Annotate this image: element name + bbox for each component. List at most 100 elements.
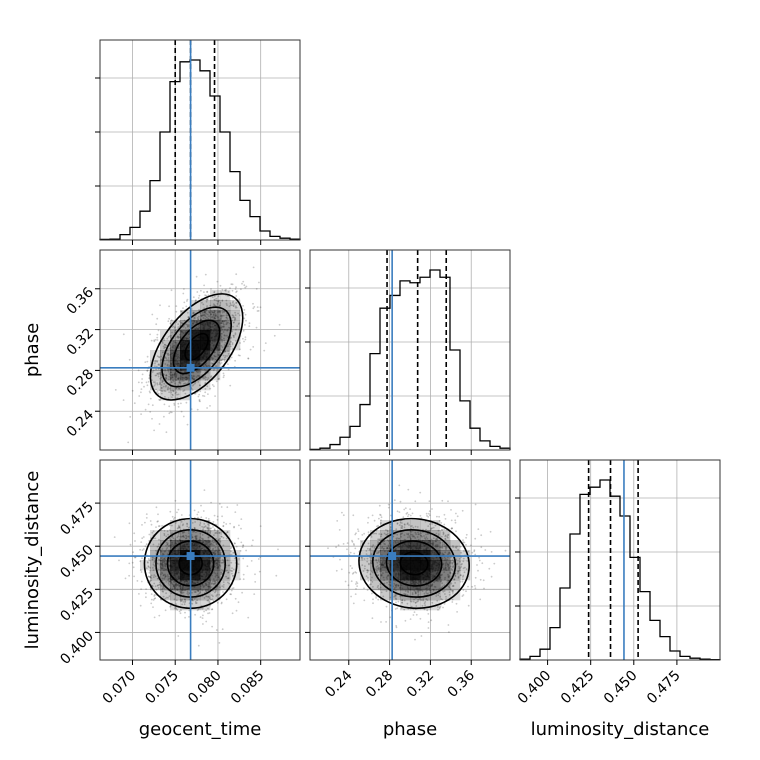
sample-point: [417, 590, 420, 593]
sample-point: [182, 307, 184, 309]
sample-point: [206, 290, 209, 293]
sample-point: [209, 405, 211, 407]
sample-point: [144, 408, 147, 411]
sample-point: [159, 373, 162, 375]
sample-point: [169, 411, 172, 414]
sample-point: [157, 393, 160, 396]
sample-point: [143, 385, 145, 388]
sample-point: [225, 316, 228, 319]
sample-point: [411, 535, 414, 538]
sample-point: [425, 533, 427, 536]
sample-point: [186, 592, 189, 595]
sample-point: [193, 527, 196, 530]
sample-point: [407, 515, 409, 518]
sample-point: [140, 388, 143, 390]
sample-point: [147, 575, 150, 578]
sample-point: [177, 393, 180, 396]
sample-point: [429, 523, 431, 526]
sample-point: [259, 525, 262, 527]
sample-point: [386, 547, 389, 550]
sample-point: [245, 319, 247, 322]
sample-point: [421, 535, 423, 538]
sample-point: [186, 423, 189, 426]
sample-point: [240, 541, 243, 544]
sample-point: [403, 599, 406, 602]
sample-point: [407, 591, 410, 594]
sample-point: [375, 558, 378, 561]
sample-point: [153, 429, 156, 432]
sample-point: [446, 581, 449, 583]
sample-point: [233, 336, 235, 339]
sample-point: [149, 570, 151, 572]
sample-point: [370, 553, 373, 556]
sample-point: [383, 532, 386, 535]
sample-point: [233, 321, 235, 324]
sample-point: [462, 589, 465, 591]
sample-point: [158, 568, 160, 571]
sample-point: [418, 533, 420, 535]
sample-point: [416, 526, 419, 528]
sample-point: [221, 332, 223, 335]
sample-point: [424, 601, 427, 603]
sample-point: [441, 529, 443, 531]
sample-point: [242, 337, 244, 340]
sample-point: [166, 542, 169, 545]
sample-point: [180, 310, 183, 313]
sample-point: [231, 330, 234, 333]
sample-point: [368, 583, 371, 586]
sample-point: [160, 355, 163, 358]
sample-point: [153, 558, 156, 560]
sample-point: [158, 372, 161, 374]
sample-point: [352, 543, 355, 545]
sample-point: [357, 528, 359, 531]
sample-point: [174, 331, 176, 333]
sample-point: [377, 574, 379, 577]
sample-point: [406, 523, 409, 525]
density-bin: [170, 390, 181, 401]
sample-point: [172, 394, 174, 396]
sample-point: [207, 377, 210, 379]
sample-point: [222, 581, 225, 583]
sample-point: [163, 347, 166, 350]
sample-point: [175, 310, 178, 313]
sample-point: [228, 305, 231, 308]
sample-point: [203, 489, 206, 491]
density-bin: [160, 340, 171, 351]
sample-point: [235, 306, 238, 309]
sample-point: [213, 529, 216, 532]
sample-point: [166, 353, 169, 356]
sample-point: [207, 536, 210, 539]
sample-point: [230, 569, 233, 572]
sample-point: [263, 349, 266, 352]
sample-point: [180, 600, 183, 602]
sample-point: [235, 545, 238, 548]
sample-point: [405, 512, 408, 515]
sample-point: [212, 590, 215, 592]
sample-point: [195, 602, 197, 605]
sample-point: [156, 584, 159, 587]
sample-point: [124, 577, 127, 580]
sample-point: [131, 389, 134, 392]
sample-point: [444, 537, 447, 540]
sample-point: [166, 543, 169, 546]
sample-point: [132, 566, 135, 569]
sample-point: [456, 611, 458, 613]
sample-point: [217, 300, 220, 303]
density-bin: [160, 530, 171, 541]
sample-point: [443, 543, 446, 545]
sample-point: [222, 331, 225, 333]
sample-point: [400, 535, 402, 538]
sample-point: [441, 528, 443, 531]
sample-point: [380, 533, 383, 536]
sample-point: [212, 599, 215, 602]
sample-point: [209, 532, 212, 534]
sample-point: [192, 312, 194, 315]
sample-point: [179, 600, 182, 603]
sample-point: [206, 407, 209, 409]
sample-point: [158, 398, 161, 401]
sample-point: [382, 548, 385, 550]
sample-point: [164, 363, 167, 365]
sample-point: [136, 580, 139, 582]
sample-point: [428, 530, 431, 532]
